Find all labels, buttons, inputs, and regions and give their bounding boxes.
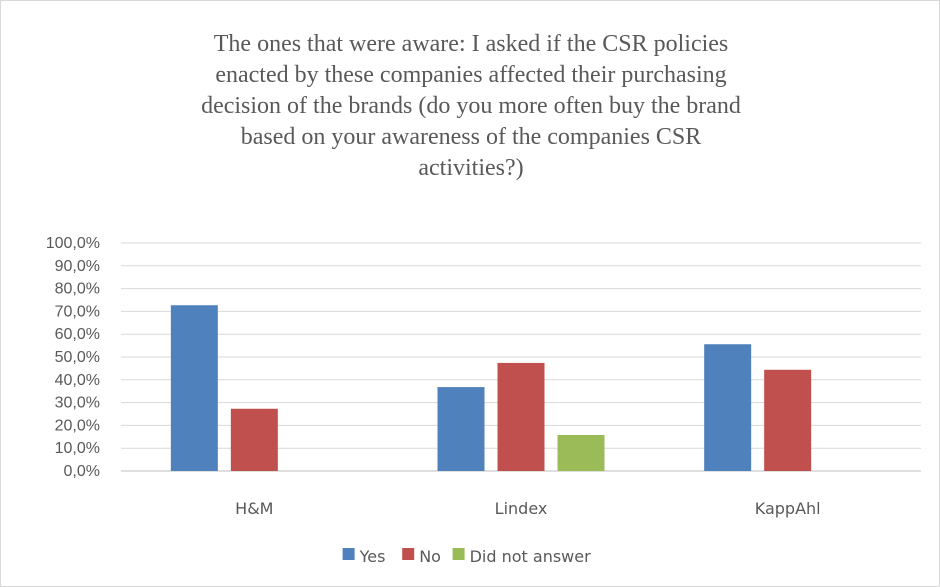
x-axis: H&M Lindex KappAhl bbox=[235, 499, 820, 518]
bar-no-1 bbox=[498, 363, 545, 471]
x-category-label: Lindex bbox=[495, 499, 548, 518]
legend-item-did-not-answer: Did not answer bbox=[453, 547, 592, 566]
y-tick-label: 20,0% bbox=[55, 417, 100, 434]
y-tick-label: 0,0% bbox=[64, 463, 100, 480]
bar-no-2 bbox=[764, 370, 811, 471]
y-tick-label: 40,0% bbox=[55, 372, 100, 389]
x-category-label: KappAhl bbox=[755, 499, 821, 518]
y-tick-label: 100,0% bbox=[46, 235, 100, 252]
bar-no-0 bbox=[231, 409, 278, 471]
legend-swatch bbox=[402, 548, 414, 560]
bar-yes-1 bbox=[438, 387, 485, 471]
y-tick-label: 10,0% bbox=[55, 440, 100, 457]
legend: Yes No Did not answer bbox=[343, 547, 592, 566]
y-tick-label: 70,0% bbox=[55, 303, 100, 320]
legend-label: Yes bbox=[359, 547, 386, 566]
bars bbox=[171, 305, 811, 471]
legend-item-yes: Yes bbox=[343, 547, 386, 566]
legend-label: No bbox=[419, 547, 441, 566]
legend-label: Did not answer bbox=[470, 547, 592, 566]
bar-did-not-answer-1 bbox=[558, 435, 605, 471]
y-tick-label: 30,0% bbox=[55, 395, 100, 412]
x-category-label: H&M bbox=[235, 499, 273, 518]
legend-item-no: No bbox=[402, 547, 441, 566]
bar-yes-0 bbox=[171, 305, 218, 471]
y-tick-label: 60,0% bbox=[55, 326, 100, 343]
bar-yes-2 bbox=[704, 344, 751, 471]
legend-swatch bbox=[343, 548, 355, 560]
y-tick-label: 50,0% bbox=[55, 349, 100, 366]
y-tick-label: 90,0% bbox=[55, 258, 100, 275]
y-tick-label: 80,0% bbox=[55, 281, 100, 298]
y-axis-ticks: 0,0% 10,0% 20,0% 30,0% 40,0% 50,0% 60,0% 70,0% 8… bbox=[46, 235, 100, 480]
legend-swatch bbox=[453, 548, 465, 560]
